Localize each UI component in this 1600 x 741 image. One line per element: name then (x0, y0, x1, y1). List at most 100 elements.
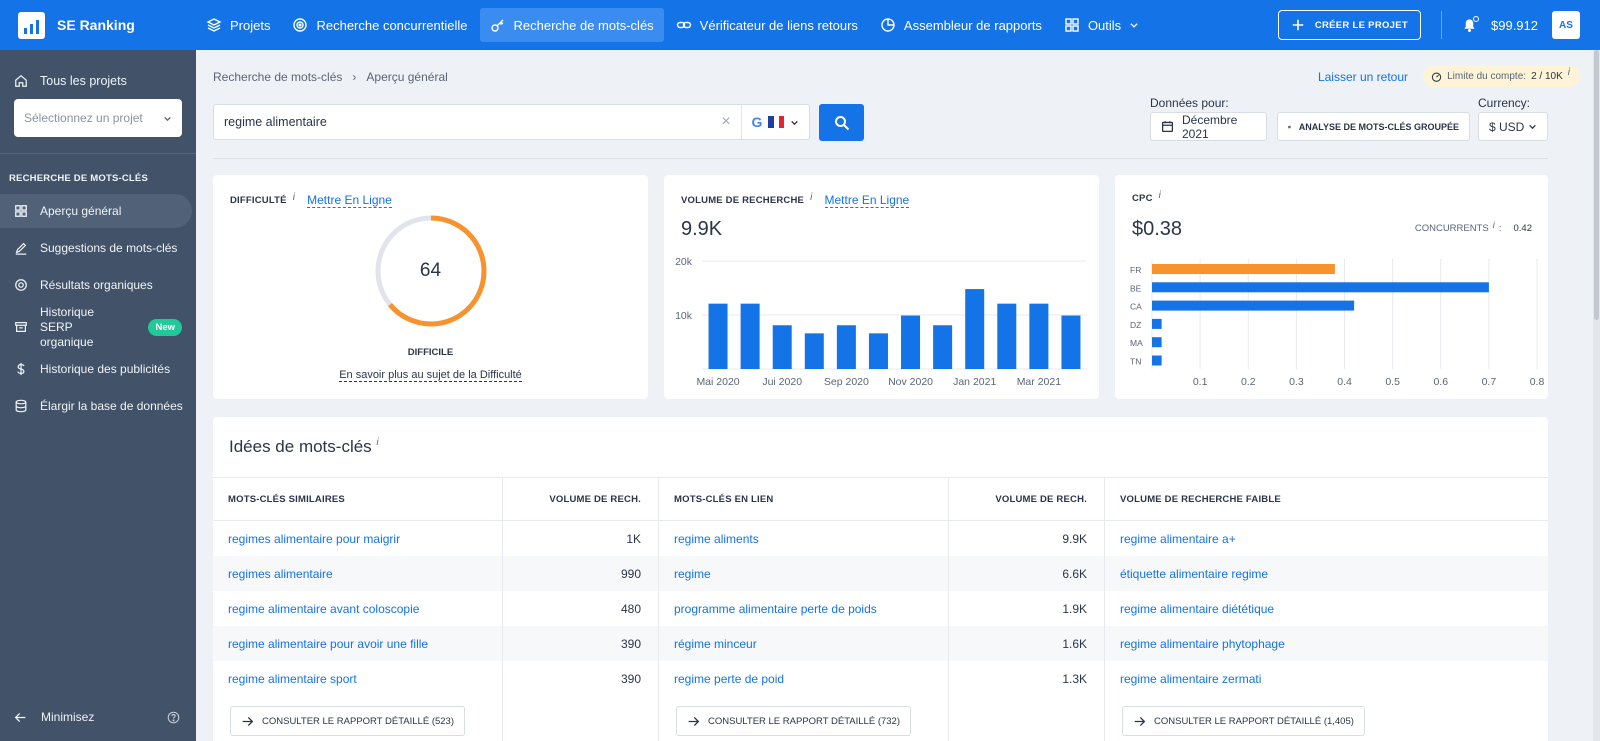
nav-report-builder[interactable]: Assembleur de rapports (870, 8, 1052, 42)
keyword-link[interactable]: regime alimentaire sport (228, 671, 357, 686)
bar[interactable] (868, 333, 888, 369)
detailed-report-button[interactable]: CONSULTER LE RAPPORT DÉTAILLÉ (1,405) (1122, 706, 1365, 736)
bell-icon (1464, 18, 1475, 32)
info-icon[interactable]: i (1158, 190, 1162, 201)
feedback-link[interactable]: Laisser un retour (1317, 70, 1408, 84)
nav-keyword-research[interactable]: Recherche de mots-clés (479, 8, 664, 42)
bar[interactable] (708, 303, 728, 369)
bar[interactable] (740, 303, 760, 369)
page-scrollbar[interactable] (1593, 50, 1600, 741)
y-tick-label: 10k (675, 310, 693, 322)
scrollbar-thumb[interactable] (1594, 50, 1599, 320)
bar[interactable] (933, 325, 953, 369)
nav-backlink-checker[interactable]: Vérificateur de liens retours (666, 8, 868, 42)
sidebar-section-title: RECHERCHE DE MOTS-CLÉS (9, 173, 148, 184)
column-header[interactable]: MOTS-CLÉS SIMILAIRES (228, 494, 345, 505)
volume-cell: 1K (626, 531, 641, 546)
keyword-link[interactable]: regime alimentaire diététique (1120, 601, 1275, 616)
minimize-sidebar-button[interactable]: Minimisez (0, 693, 196, 741)
update-link[interactable]: Mettre En Ligne (307, 193, 392, 208)
bar[interactable] (1152, 355, 1162, 366)
keyword-link[interactable]: regimes alimentaire pour maigrir (228, 531, 401, 546)
france-flag-icon (768, 116, 785, 128)
search-input[interactable]: regime alimentaire (224, 115, 327, 129)
keyword-link[interactable]: régime minceur (674, 636, 757, 651)
keyword-search-field: regime alimentaire × G (213, 104, 810, 140)
info-icon[interactable]: i (1492, 220, 1495, 231)
sidebar-item-overview[interactable]: Aperçu général (0, 194, 192, 228)
section-title: Idées de mots-clés i (229, 437, 379, 456)
currency-label: Currency: (1478, 96, 1531, 110)
learn-more-link[interactable]: En savoir plus au sujet de la Difficulté (339, 369, 522, 382)
update-link[interactable]: Mettre En Ligne (824, 193, 910, 208)
currency-select[interactable]: $ USD (1478, 112, 1548, 141)
keyword-link[interactable]: regime alimentaire pour avoir une fille (228, 636, 429, 651)
date-picker-button[interactable]: Décembre 2021 (1150, 112, 1267, 141)
all-projects-link[interactable]: Tous les projets (0, 50, 196, 94)
detailed-report-button[interactable]: CONSULTER LE RAPPORT DÉTAILLÉ (732) (676, 706, 911, 736)
account-limit-badge: Limite du compte: 2 / 10K i (1423, 65, 1580, 87)
column-header[interactable]: VOLUME DE RECH. (549, 494, 641, 505)
column-header[interactable]: MOTS-CLÉS EN LIEN (674, 494, 774, 505)
create-project-button[interactable]: CRÉER LE PROJET (1277, 10, 1421, 40)
nav-projects[interactable]: Projets (196, 8, 280, 42)
arrow-left-icon (14, 712, 26, 722)
nav-competitive-research[interactable]: Recherche concurrentielle (282, 8, 477, 42)
bar[interactable] (804, 333, 824, 369)
search-volume-value: 9.9K (681, 218, 723, 240)
notifications-button[interactable] (1462, 15, 1479, 33)
sidebar-item-suggestions[interactable]: Suggestions de mots-clés (0, 231, 192, 265)
sidebar-item-organic-results[interactable]: Résultats organiques (0, 268, 192, 302)
sidebar-item-ads-history[interactable]: Historique des publicités (0, 352, 192, 386)
search-button[interactable] (819, 104, 864, 141)
sidebar-item-expand-database[interactable]: Élargir la base de données (0, 389, 192, 423)
pencil-icon (15, 242, 27, 255)
info-icon[interactable]: i (292, 192, 296, 203)
column-header[interactable]: VOLUME DE RECH. (995, 494, 1087, 505)
breadcrumb-item[interactable]: Recherche de mots-clés (213, 70, 343, 84)
table-row: regime alimentaire avant coloscopie 480 … (213, 591, 1548, 626)
detailed-report-button[interactable]: CONSULTER LE RAPPORT DÉTAILLÉ (523) (230, 706, 465, 736)
bar[interactable] (1152, 300, 1355, 311)
y-tick-label: FR (1130, 265, 1141, 275)
volume-cell: 1.3K (1062, 671, 1087, 686)
cpc-value: $0.38 (1132, 218, 1183, 240)
database-icon (15, 399, 27, 413)
bar[interactable] (1061, 315, 1081, 369)
bar[interactable] (1152, 264, 1335, 274)
bar[interactable] (1152, 318, 1162, 329)
account-balance[interactable]: $99.912 (1491, 17, 1538, 33)
bar[interactable] (772, 325, 792, 369)
avatar[interactable]: AS (1552, 11, 1580, 39)
keyword-link[interactable]: regime alimentaire a+ (1120, 531, 1236, 546)
bar[interactable] (1029, 303, 1049, 369)
keyword-link[interactable]: regime aliments (674, 531, 759, 546)
bar[interactable] (1152, 282, 1489, 293)
bar[interactable] (836, 325, 856, 369)
bar[interactable] (1152, 337, 1162, 348)
column-header[interactable]: VOLUME DE RECHERCHE FAIBLE (1120, 494, 1281, 505)
info-icon[interactable]: i (376, 437, 379, 448)
keyword-link[interactable]: regimes alimentaire (228, 566, 333, 581)
keyword-link[interactable]: programme alimentaire perte de poids (674, 601, 877, 616)
help-icon[interactable] (167, 711, 180, 724)
keyword-link[interactable]: regime (674, 566, 711, 581)
bar[interactable] (965, 289, 985, 369)
logo[interactable]: SE Ranking (0, 11, 196, 39)
arrow-right-icon (688, 716, 700, 726)
bar[interactable] (997, 303, 1017, 369)
keyword-link[interactable]: étiquette alimentaire regime (1120, 566, 1269, 581)
info-icon[interactable]: i (810, 192, 813, 203)
keyword-link[interactable]: regime alimentaire avant coloscopie (228, 601, 420, 616)
project-select[interactable]: Sélectionnez un projet (14, 99, 182, 137)
bar[interactable] (901, 315, 921, 369)
keyword-link[interactable]: regime alimentaire zermati (1120, 671, 1262, 686)
sidebar-item-serp-history[interactable]: Historique SERP organique New (0, 305, 192, 349)
clear-icon[interactable]: × (721, 113, 731, 130)
nav-tools[interactable]: Outils (1054, 8, 1149, 42)
keyword-link[interactable]: regime perte de poid (674, 671, 785, 686)
main-nav: Projets Recherche concurrentielle Recher… (196, 0, 1151, 50)
search-engine-select[interactable]: G (741, 105, 809, 139)
keyword-link[interactable]: regime alimentaire phytophage (1120, 636, 1285, 651)
bulk-analysis-button[interactable]: ANALYSE DE MOTS-CLÉS GROUPÉE (1277, 112, 1470, 141)
